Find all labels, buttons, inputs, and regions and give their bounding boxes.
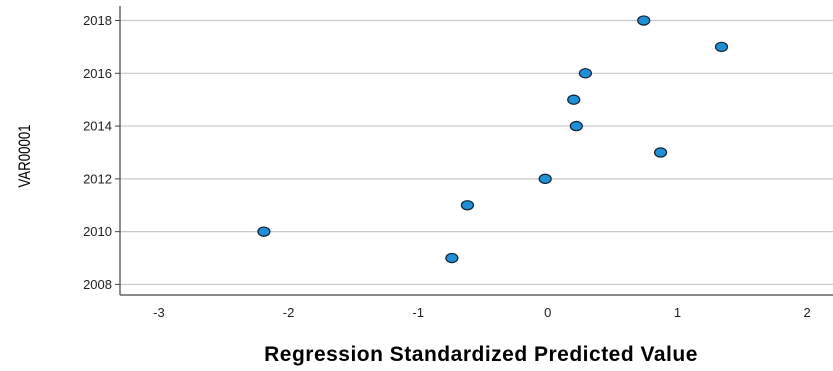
scatter-point — [257, 226, 271, 237]
grid-layer — [120, 19, 833, 286]
scatter-point — [637, 15, 651, 26]
y-tick-label: 2018 — [83, 13, 112, 28]
tick-label-layer: 2008 2010 2012 2014 2016 2018 -3 -2 -1 0 1 2 — [83, 13, 811, 320]
point-layer — [257, 15, 729, 264]
y-tick-label: 2014 — [83, 119, 112, 134]
scatter-point — [445, 252, 459, 264]
y-axis-label: VAR00001 — [16, 124, 35, 187]
x-tick-label: -2 — [283, 305, 295, 320]
y-tick-label: 2008 — [83, 277, 112, 292]
axis-layer — [115, 6, 833, 296]
y-tick-label: 2016 — [83, 66, 112, 81]
x-tick-label: -3 — [153, 305, 165, 320]
x-tick-label: 2 — [803, 305, 810, 320]
scatter-point — [578, 68, 592, 79]
x-tick-label: -1 — [412, 305, 424, 320]
x-axis-label: Regression Standardized Predicted Value — [264, 343, 698, 366]
x-tick-label: 1 — [674, 305, 681, 320]
scatter-point — [714, 41, 729, 53]
scatter-point — [460, 200, 475, 211]
scatter-point — [653, 147, 668, 158]
y-tick-label: 2010 — [83, 224, 112, 239]
x-tick-label: 0 — [544, 305, 551, 320]
scatter-point — [567, 94, 581, 105]
scatter-point — [538, 173, 552, 185]
y-tick-label: 2012 — [83, 171, 112, 186]
scatter-point — [569, 120, 583, 132]
